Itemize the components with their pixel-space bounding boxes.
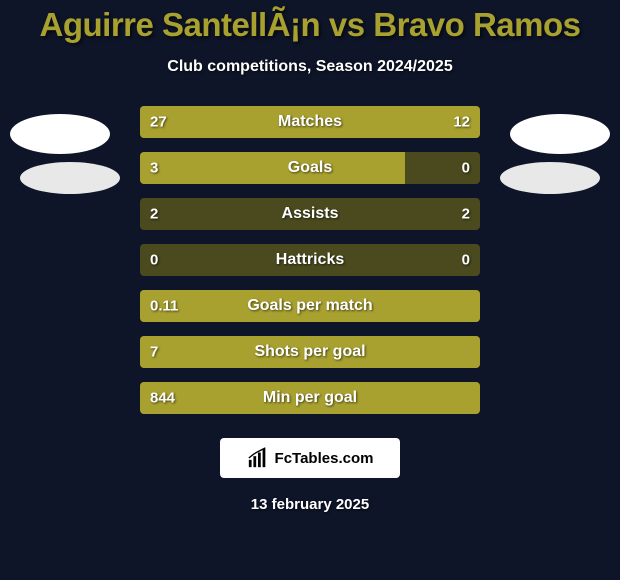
logo-box: FcTables.com — [220, 438, 400, 478]
player-right-avatar-2 — [500, 162, 600, 194]
stat-label: Hattricks — [276, 251, 344, 269]
stat-rows: 27 12 Matches 3 0 Goals 2 2 Assists 0 0 Hattricks 0.… — [140, 106, 480, 414]
stat-value-right: 0 — [462, 252, 470, 269]
stat-row: 0.11 Goals per match — [140, 290, 480, 322]
stat-label: Min per goal — [263, 389, 357, 407]
stat-row: 844 Min per goal — [140, 382, 480, 414]
bar-left — [140, 152, 405, 184]
stat-value-left: 844 — [150, 390, 175, 407]
stat-row: 0 0 Hattricks — [140, 244, 480, 276]
stat-label: Shots per goal — [254, 343, 365, 361]
stat-label: Matches — [278, 113, 342, 131]
stat-value-right: 0 — [462, 160, 470, 177]
stat-value-left: 3 — [150, 160, 158, 177]
player-left-avatar-2 — [20, 162, 120, 194]
logo-text: FcTables.com — [275, 450, 374, 467]
date-text: 13 february 2025 — [251, 496, 369, 513]
stat-value-right: 12 — [453, 114, 470, 131]
stat-row: 3 0 Goals — [140, 152, 480, 184]
stat-value-right: 2 — [462, 206, 470, 223]
stat-label: Goals per match — [247, 297, 372, 315]
player-left-avatar-1 — [10, 114, 110, 154]
content-container: Aguirre SantellÃ¡n vs Bravo Ramos Club c… — [0, 0, 620, 580]
player-right-avatar-1 — [510, 114, 610, 154]
stat-row: 27 12 Matches — [140, 106, 480, 138]
chart-icon — [247, 447, 269, 469]
stat-row: 2 2 Assists — [140, 198, 480, 230]
stat-label: Goals — [288, 159, 332, 177]
subtitle: Club competitions, Season 2024/2025 — [167, 58, 452, 76]
page-title: Aguirre SantellÃ¡n vs Bravo Ramos — [40, 6, 581, 44]
stat-label: Assists — [282, 205, 339, 223]
stat-value-left: 27 — [150, 114, 167, 131]
stat-value-left: 7 — [150, 344, 158, 361]
chart-area: 27 12 Matches 3 0 Goals 2 2 Assists 0 0 Hattricks 0.… — [0, 106, 620, 428]
stat-value-left: 0.11 — [150, 298, 178, 315]
stat-row: 7 Shots per goal — [140, 336, 480, 368]
stat-value-left: 0 — [150, 252, 158, 269]
stat-value-left: 2 — [150, 206, 158, 223]
